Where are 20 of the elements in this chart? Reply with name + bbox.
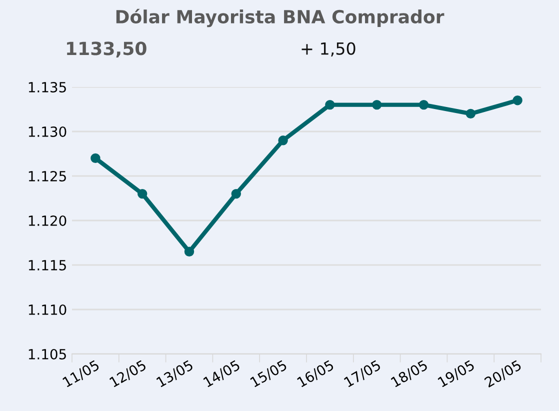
point: [137, 188, 148, 199]
y-tick-label: 1.135: [28, 82, 66, 92]
y-tick-label: 1.120: [28, 215, 66, 226]
point: [512, 95, 522, 106]
y-tick-label: 1.130: [28, 126, 66, 137]
point: [184, 246, 194, 257]
text: 1133,50: [67, 42, 146, 58]
y-tick-label: 1.115: [28, 260, 66, 270]
point: [325, 100, 335, 110]
y-tick-label: 1.110: [28, 304, 66, 315]
text: + 1,50: [302, 42, 356, 57]
point: [372, 100, 382, 110]
y-tick-label: 1.125: [28, 170, 66, 182]
point: [278, 136, 288, 146]
point: [90, 153, 100, 164]
point: [418, 100, 429, 110]
chart-title: Dólar Mayorista BNA Comprador: [116, 8, 444, 28]
point: [466, 108, 476, 119]
y-tick-label: 1.105: [28, 348, 66, 360]
point: [231, 188, 242, 199]
